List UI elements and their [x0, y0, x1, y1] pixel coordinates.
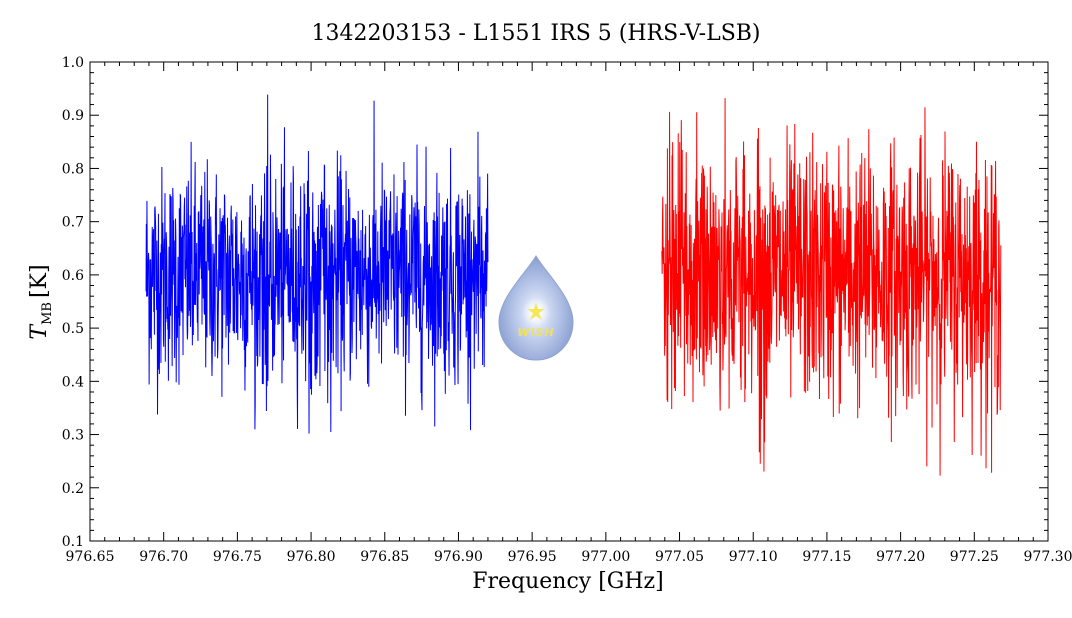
y-axis-label-sub: MB: [40, 302, 55, 325]
x-tick-label: 977.20: [876, 549, 925, 565]
y-tick-label: 1.0: [62, 55, 84, 71]
y-tick-label: 0.1: [62, 534, 84, 550]
chart-title: 1342203153 - L1551 IRS 5 (HRS-V-LSB): [311, 21, 760, 46]
x-tick-label: 976.75: [213, 549, 262, 565]
x-tick-label: 976.65: [66, 549, 115, 565]
y-axis-label: TMB [K]: [27, 264, 55, 339]
wish-star-icon: [527, 302, 545, 320]
y-tick-label: 0.5: [62, 321, 84, 337]
series-layer: [145, 94, 1002, 476]
plot-frame: [89, 61, 1049, 542]
ticks-layer: 976.65 976.70 976.75 976.80 976.85 976.90 976.…: [62, 55, 1072, 565]
x-axis-label: Frequency [GHz]: [472, 569, 664, 594]
x-tick-label: 976.80: [287, 549, 336, 565]
y-tick-label: 0.4: [62, 374, 84, 390]
y-tick-label: 0.9: [62, 108, 84, 124]
y-tick-label: 0.6: [62, 268, 84, 284]
wish-logo: WISH: [498, 255, 574, 361]
y-tick-label: 0.3: [62, 428, 84, 444]
y-axis-label-main: T: [27, 323, 52, 340]
x-tick-label: 977.15: [802, 549, 851, 565]
x-tick-label: 976.85: [360, 549, 409, 565]
wish-logo-text: WISH: [517, 326, 554, 339]
y-axis-label-unit: [K]: [27, 264, 52, 298]
x-tick-label: 977.30: [1024, 549, 1072, 565]
x-tick-label: 977.25: [950, 549, 999, 565]
x-tick-label: 976.90: [434, 549, 483, 565]
x-tick-label: 976.95: [508, 549, 557, 565]
spectrum-series-2: [661, 98, 1002, 476]
svg-text:TMB[K]: TMB [K]: [27, 264, 55, 339]
x-tick-label: 977.00: [581, 549, 630, 565]
y-tick-label: 0.2: [62, 481, 84, 497]
x-tick-label: 977.10: [729, 549, 778, 565]
y-tick-label: 0.7: [62, 215, 84, 231]
x-tick-label: 977.05: [655, 549, 704, 565]
spectrum-series-1: [145, 94, 489, 434]
x-tick-label: 976.70: [139, 549, 188, 565]
y-tick-label: 0.8: [62, 161, 84, 177]
